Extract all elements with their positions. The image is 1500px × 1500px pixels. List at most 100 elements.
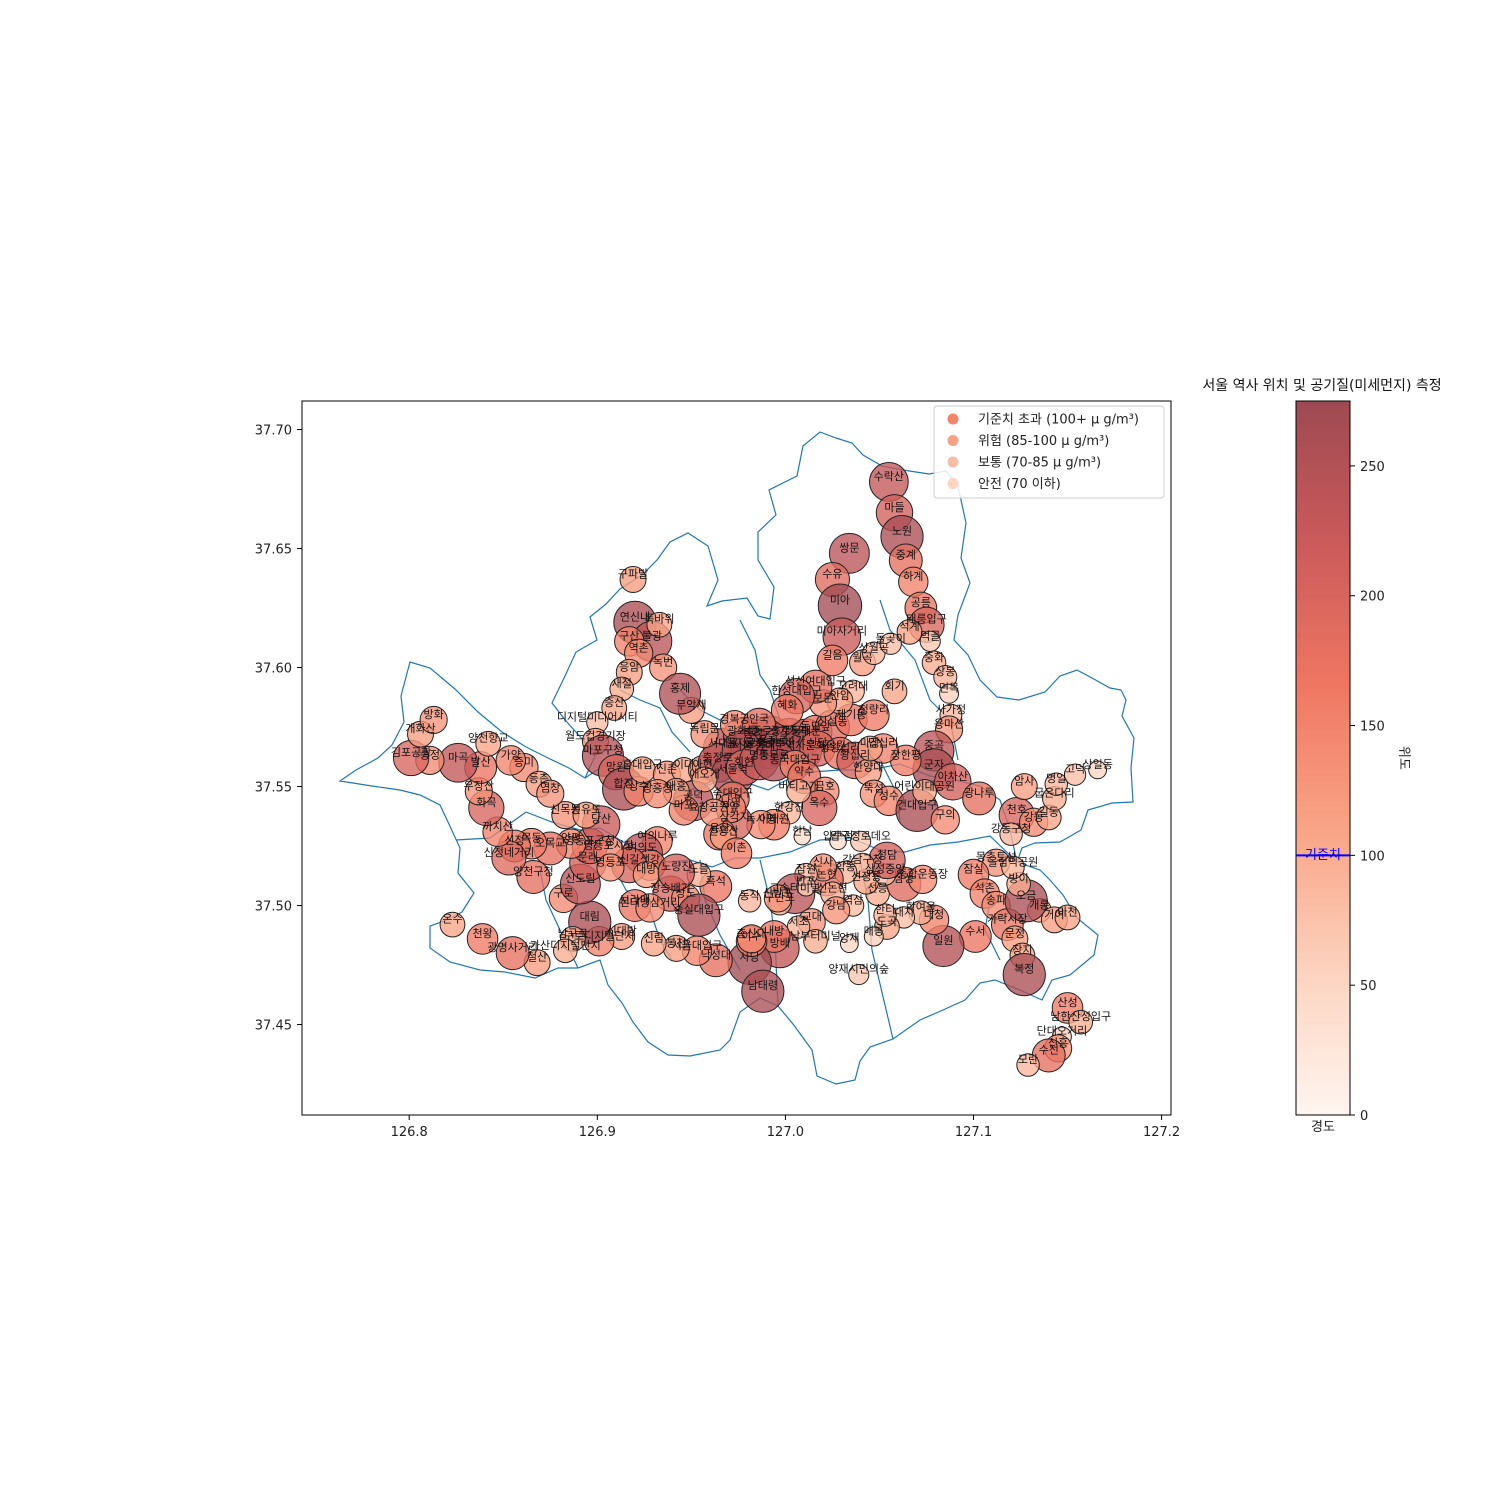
station-label: 올림픽공원 bbox=[988, 855, 1039, 868]
station-point bbox=[939, 683, 960, 704]
station-label: 광화문 bbox=[727, 725, 757, 738]
station-label: 신용산 bbox=[708, 825, 738, 838]
station-label: 매봉 bbox=[864, 925, 884, 938]
station-label: 대치 bbox=[894, 905, 914, 918]
station-point bbox=[640, 930, 667, 957]
station-label: 선유도 bbox=[571, 803, 601, 816]
station-label: 숙대입구 bbox=[712, 786, 752, 799]
station-label: 암사 bbox=[1014, 775, 1034, 788]
station-label: 길동 bbox=[1039, 806, 1059, 819]
station-label: 양천구청 bbox=[513, 864, 553, 878]
y-tick-label: 37.50 bbox=[255, 900, 292, 915]
station-label: 녹번 bbox=[653, 656, 673, 669]
station-label: 약수 bbox=[794, 764, 814, 778]
station-point bbox=[690, 720, 719, 749]
station-label: 신정 bbox=[504, 834, 524, 847]
station-label: 방화 bbox=[424, 708, 444, 721]
station-label: 서초 bbox=[788, 915, 808, 928]
station-point bbox=[466, 923, 499, 955]
station-point bbox=[896, 618, 923, 645]
station-label: 경복궁 bbox=[719, 713, 749, 726]
station-label: 건대입구 bbox=[897, 798, 937, 811]
station-label: 광명사거리 bbox=[487, 941, 538, 954]
station-label: 보문 bbox=[813, 691, 833, 704]
station-point bbox=[1063, 763, 1087, 786]
station-label: 강동구청 bbox=[991, 822, 1031, 835]
station-label: 고덕 bbox=[1065, 763, 1085, 776]
station-label: 이대 bbox=[674, 758, 694, 771]
station-label: 한티 bbox=[875, 903, 895, 916]
station-label: 천호 bbox=[1007, 802, 1027, 816]
station-label: 수서 bbox=[965, 925, 985, 938]
station-label: 상수 bbox=[629, 779, 649, 792]
station-label: 학여울 bbox=[906, 901, 936, 914]
station-label: 노들 bbox=[689, 863, 709, 876]
station-label: 한남 bbox=[792, 825, 812, 838]
legend-marker bbox=[947, 435, 959, 446]
station-label: 증미 bbox=[514, 756, 534, 769]
station-label: 명동 bbox=[749, 748, 769, 761]
y-tick-label: 37.55 bbox=[255, 781, 292, 796]
x-tick-label: 127.0 bbox=[767, 1125, 804, 1140]
station-label: 오목교 bbox=[535, 836, 565, 849]
station-label: 가양 bbox=[501, 748, 521, 761]
station-label: 뚝섬 bbox=[864, 782, 884, 795]
station-label: 왕십리 bbox=[840, 748, 870, 761]
y-tick-label: 37.45 bbox=[255, 1019, 292, 1034]
station-label: 남부터미널 bbox=[790, 929, 841, 942]
station-label: 사가정 bbox=[936, 703, 966, 716]
station-label: 장한평 bbox=[891, 748, 921, 761]
colorbar-tick-label: 250 bbox=[1360, 460, 1385, 475]
station-point bbox=[908, 864, 938, 895]
station-label: 성신여대입구 bbox=[785, 675, 846, 688]
station-label: 마장 bbox=[860, 736, 880, 749]
station-point bbox=[801, 789, 838, 827]
station-label: 응암 bbox=[619, 660, 639, 673]
legend-label: 보통 (70-85 μ g/m³) bbox=[978, 456, 1101, 471]
station-label: 온수 bbox=[442, 913, 462, 926]
station-label: 합정 bbox=[614, 777, 634, 790]
station-point bbox=[770, 694, 804, 727]
station-label: 삼각지 bbox=[719, 810, 749, 823]
station-label: 을지로입구 bbox=[726, 736, 777, 749]
station-label: 한강진 bbox=[774, 801, 804, 814]
station-label: 구반포 bbox=[765, 891, 795, 904]
x-tick-label: 127.1 bbox=[955, 1125, 992, 1140]
station-point bbox=[786, 779, 811, 804]
station-point bbox=[912, 779, 937, 804]
colorbar: 0 50 100 150 200 250 기준치 위도 경도 bbox=[1295, 400, 1411, 1135]
station-label: 애오개 bbox=[689, 767, 719, 780]
station-label: 복정 bbox=[1014, 963, 1034, 976]
station-label: 신대방삼거리 bbox=[620, 896, 681, 909]
legend-box bbox=[933, 405, 1165, 499]
station-label: 강남 bbox=[826, 898, 846, 911]
station-label: 석계 bbox=[899, 620, 919, 633]
station-label: 장승배기 bbox=[650, 882, 690, 895]
station-label: 신사 bbox=[813, 855, 833, 868]
station-label: 방이 bbox=[1009, 872, 1029, 885]
x-tick-label: 126.9 bbox=[579, 1125, 616, 1140]
station-label: 양재 bbox=[839, 932, 859, 945]
station-point bbox=[475, 730, 502, 757]
station-label: 송파 bbox=[986, 894, 1006, 907]
station-label: 철산 bbox=[527, 951, 547, 964]
station-points bbox=[392, 462, 1108, 1077]
colorbar-tick-label: 150 bbox=[1360, 720, 1385, 735]
station-label: 논현 bbox=[817, 867, 837, 880]
station-label: 신촌 bbox=[657, 763, 677, 776]
station-label: 신대방 bbox=[607, 925, 637, 938]
station-label: 신설동 bbox=[817, 715, 847, 728]
station-label: 버티고개 bbox=[778, 779, 818, 792]
station-point bbox=[642, 779, 673, 809]
station-label: 발산 bbox=[471, 756, 491, 769]
station-label: 회현 bbox=[734, 756, 754, 769]
station-label: 흑석 bbox=[706, 874, 726, 888]
station-label: 구의 bbox=[935, 808, 955, 821]
station-label: 성수 bbox=[879, 789, 899, 802]
station-label: 거여 bbox=[1044, 908, 1064, 921]
x-tick-label: 127.2 bbox=[1143, 1125, 1180, 1140]
station-label: 총신대 bbox=[736, 927, 766, 940]
station-point bbox=[657, 853, 696, 891]
station-label: 압구정로데오 bbox=[830, 829, 891, 842]
